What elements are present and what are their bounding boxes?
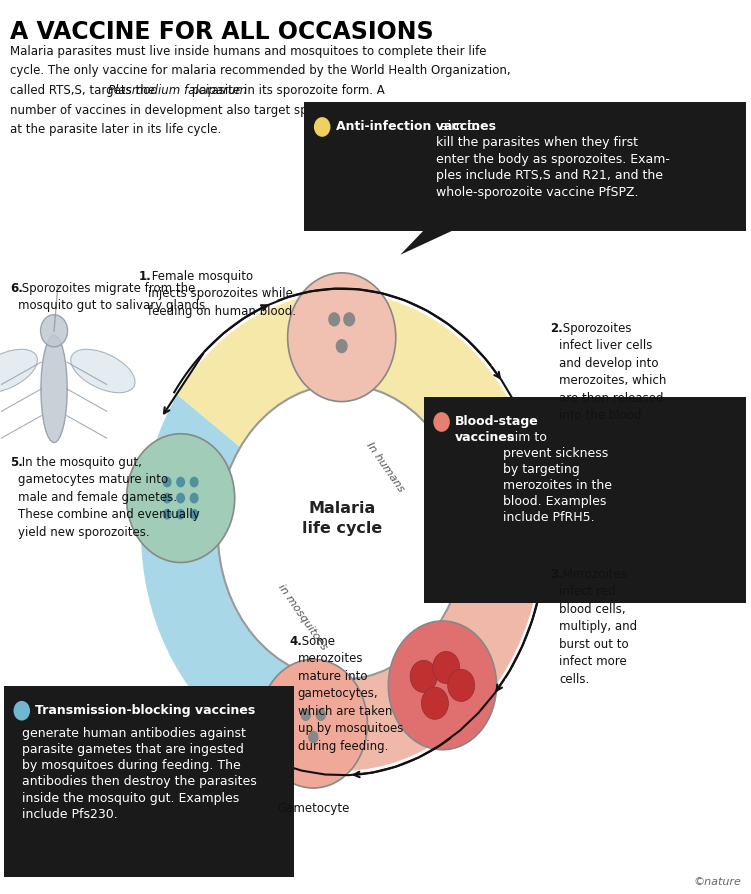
Text: 1.: 1. (139, 270, 152, 283)
FancyBboxPatch shape (304, 102, 746, 231)
Circle shape (163, 477, 172, 487)
Circle shape (433, 412, 450, 432)
FancyBboxPatch shape (424, 397, 746, 603)
Circle shape (499, 448, 510, 460)
Text: Anti-infection vaccines: Anti-infection vaccines (336, 120, 496, 133)
Circle shape (477, 448, 487, 460)
Text: Sporozoites migrate from the
mosquito gut to salivary glands.: Sporozoites migrate from the mosquito gu… (19, 282, 210, 312)
Text: called RTS,S, targets the: called RTS,S, targets the (10, 84, 158, 97)
Circle shape (127, 434, 235, 562)
Text: at the parasite later in its life cycle.: at the parasite later in its life cycle. (10, 123, 221, 137)
Circle shape (300, 708, 311, 721)
Wedge shape (177, 293, 530, 482)
Text: in mosquitoes: in mosquitoes (276, 582, 329, 652)
Circle shape (314, 117, 330, 137)
Text: Transmission-blocking vaccines: Transmission-blocking vaccines (35, 704, 255, 717)
Circle shape (41, 315, 68, 347)
Text: generate human antibodies against
parasite gametes that are ingested
by mosquito: generate human antibodies against parasi… (22, 727, 257, 821)
Polygon shape (400, 224, 468, 255)
Text: cycle. The only vaccine for malaria recommended by the World Health Organization: cycle. The only vaccine for malaria reco… (10, 64, 511, 78)
Circle shape (190, 509, 199, 519)
Circle shape (259, 659, 367, 788)
Text: In the mosquito gut,
gametocytes mature into
male and female gametes.
These comb: In the mosquito gut, gametocytes mature … (19, 456, 201, 539)
Text: Female mosquito
injects sporozoites while
feeding on human blood.: Female mosquito injects sporozoites whil… (148, 270, 296, 318)
Wedge shape (307, 431, 542, 771)
Text: aim to
kill the parasites when they first
enter the body as sporozoites. Exam-
p: aim to kill the parasites when they firs… (436, 120, 670, 198)
Circle shape (388, 621, 496, 750)
Circle shape (218, 384, 466, 679)
Circle shape (190, 493, 199, 503)
Circle shape (315, 708, 326, 721)
Circle shape (484, 475, 495, 487)
Circle shape (176, 493, 185, 503)
Circle shape (14, 701, 30, 721)
Circle shape (328, 312, 340, 326)
Text: 6.: 6. (10, 282, 23, 295)
Circle shape (507, 475, 517, 487)
Text: Merozoites
infect red
blood cells,
multiply, and
burst out to
infect more
cells.: Merozoites infect red blood cells, multi… (559, 568, 638, 686)
Text: number of vaccines in development also target sporozoites, but others are taking: number of vaccines in development also t… (10, 104, 520, 117)
Text: Gametocyte: Gametocyte (277, 802, 349, 815)
Text: ©nature: ©nature (693, 877, 741, 887)
Circle shape (336, 339, 348, 353)
Circle shape (443, 408, 551, 536)
Circle shape (343, 312, 355, 326)
Text: Blood-stage
vaccines: Blood-stage vaccines (455, 415, 539, 443)
Text: Some
merozoites
mature into
gametocytes,
which are taken
up by mosquitoes
during: Some merozoites mature into gametocytes,… (298, 635, 403, 753)
Circle shape (176, 477, 185, 487)
Text: Sporozoites
infect liver cells
and develop into
merozoites, which
are then relea: Sporozoites infect liver cells and devel… (559, 322, 667, 422)
Text: 4.: 4. (289, 635, 302, 648)
Text: aim to
prevent sickness
by targeting
merozoites in the
blood. Examples
include P: aim to prevent sickness by targeting mer… (503, 415, 612, 524)
Text: Malaria parasites must live inside humans and mosquitoes to complete their life: Malaria parasites must live inside human… (10, 45, 486, 58)
Circle shape (448, 670, 475, 702)
Text: 2.: 2. (550, 322, 563, 335)
Circle shape (308, 730, 318, 743)
Text: Plasmodium falciparum: Plasmodium falciparum (108, 84, 247, 97)
Text: In humans: In humans (364, 441, 406, 494)
Circle shape (163, 509, 172, 519)
Text: 5.: 5. (10, 456, 23, 469)
Text: parasite in its sporozoite form. A: parasite in its sporozoite form. A (188, 84, 385, 97)
Ellipse shape (71, 350, 135, 392)
Circle shape (433, 652, 460, 684)
Ellipse shape (0, 350, 38, 392)
Circle shape (176, 509, 185, 519)
Text: 3.: 3. (550, 568, 563, 581)
Circle shape (190, 477, 199, 487)
Wedge shape (141, 395, 320, 767)
Circle shape (410, 661, 437, 693)
FancyBboxPatch shape (4, 686, 294, 877)
Circle shape (421, 687, 448, 720)
Text: Malaria
life cycle: Malaria life cycle (302, 502, 382, 536)
Circle shape (288, 273, 396, 401)
Ellipse shape (41, 335, 68, 443)
Circle shape (163, 493, 172, 503)
Text: A VACCINE FOR ALL OCCASIONS: A VACCINE FOR ALL OCCASIONS (10, 20, 433, 44)
